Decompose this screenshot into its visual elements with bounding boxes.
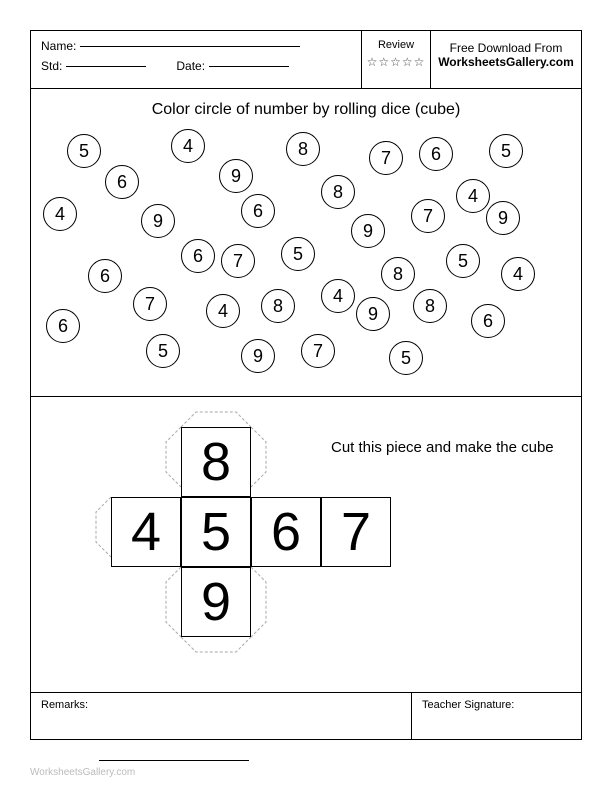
number-circle: 6 [46, 309, 80, 343]
footer: Remarks: Teacher Signature: [31, 693, 581, 739]
remarks-blank[interactable] [99, 715, 249, 761]
number-circle: 7 [369, 141, 403, 175]
number-circle: 5 [489, 134, 523, 168]
worksheet-page: Name: Std: Date: Review ☆☆☆☆☆ Free Downl… [30, 30, 582, 740]
download-line1: Free Download From [437, 41, 575, 55]
number-circle: 6 [241, 194, 275, 228]
header-left: Name: Std: Date: [31, 31, 361, 88]
number-circle: 9 [219, 159, 253, 193]
header-download: Free Download From WorksheetsGallery.com [431, 31, 581, 88]
number-circle: 6 [105, 165, 139, 199]
download-line2: WorksheetsGallery.com [437, 55, 575, 69]
section1-title: Color circle of number by rolling dice (… [41, 101, 571, 119]
number-circle: 4 [43, 197, 77, 231]
number-circle: 7 [411, 199, 445, 233]
signature-label: Teacher Signature: [422, 699, 514, 711]
cube-face: 8 [181, 427, 251, 497]
cube-net-section: Cut this piece and make the cube 845679 [31, 397, 581, 693]
date-blank[interactable] [209, 66, 289, 67]
number-circle: 7 [301, 334, 335, 368]
number-circle: 8 [381, 257, 415, 291]
number-circle: 4 [321, 279, 355, 313]
watermark: WorksheetsGallery.com [30, 767, 135, 778]
number-circle: 6 [419, 137, 453, 171]
number-circle: 8 [261, 289, 295, 323]
number-circle: 9 [141, 204, 175, 238]
color-circles-section: Color circle of number by rolling dice (… [31, 89, 581, 397]
number-circle: 8 [413, 289, 447, 323]
number-circle: 7 [221, 244, 255, 278]
number-circle: 4 [171, 129, 205, 163]
number-circle: 9 [241, 339, 275, 373]
number-circle: 7 [133, 287, 167, 321]
number-circle: 6 [471, 304, 505, 338]
number-circle: 6 [181, 239, 215, 273]
name-label: Name: [41, 39, 76, 53]
cube-face: 9 [181, 567, 251, 637]
number-circle: 5 [281, 237, 315, 271]
number-circle: 4 [206, 294, 240, 328]
remarks-label: Remarks: [41, 699, 88, 711]
number-circle: 5 [146, 334, 180, 368]
review-label: Review [366, 39, 426, 51]
number-circle: 4 [501, 257, 535, 291]
number-circle: 8 [286, 132, 320, 166]
number-circle: 6 [88, 259, 122, 293]
number-circle: 4 [456, 179, 490, 213]
std-label: Std: [41, 59, 62, 73]
header: Name: Std: Date: Review ☆☆☆☆☆ Free Downl… [31, 31, 581, 89]
number-circle: 9 [351, 214, 385, 248]
number-circle: 9 [356, 297, 390, 331]
name-blank[interactable] [80, 46, 300, 47]
footer-signature: Teacher Signature: [411, 693, 581, 739]
number-circle: 5 [389, 341, 423, 375]
number-circle: 5 [446, 244, 480, 278]
cube-face: 7 [321, 497, 391, 567]
number-circle: 5 [67, 134, 101, 168]
cube-face: 5 [181, 497, 251, 567]
review-stars: ☆☆☆☆☆ [366, 55, 426, 69]
cube-face: 4 [111, 497, 181, 567]
number-circle: 8 [321, 175, 355, 209]
footer-remarks: Remarks: [31, 693, 411, 739]
cube-face: 6 [251, 497, 321, 567]
header-review: Review ☆☆☆☆☆ [361, 31, 431, 88]
number-circle: 9 [486, 201, 520, 235]
circles-area: 54876569684499796758546748498665975 [41, 129, 571, 389]
date-label: Date: [176, 59, 205, 73]
std-blank[interactable] [66, 66, 146, 67]
